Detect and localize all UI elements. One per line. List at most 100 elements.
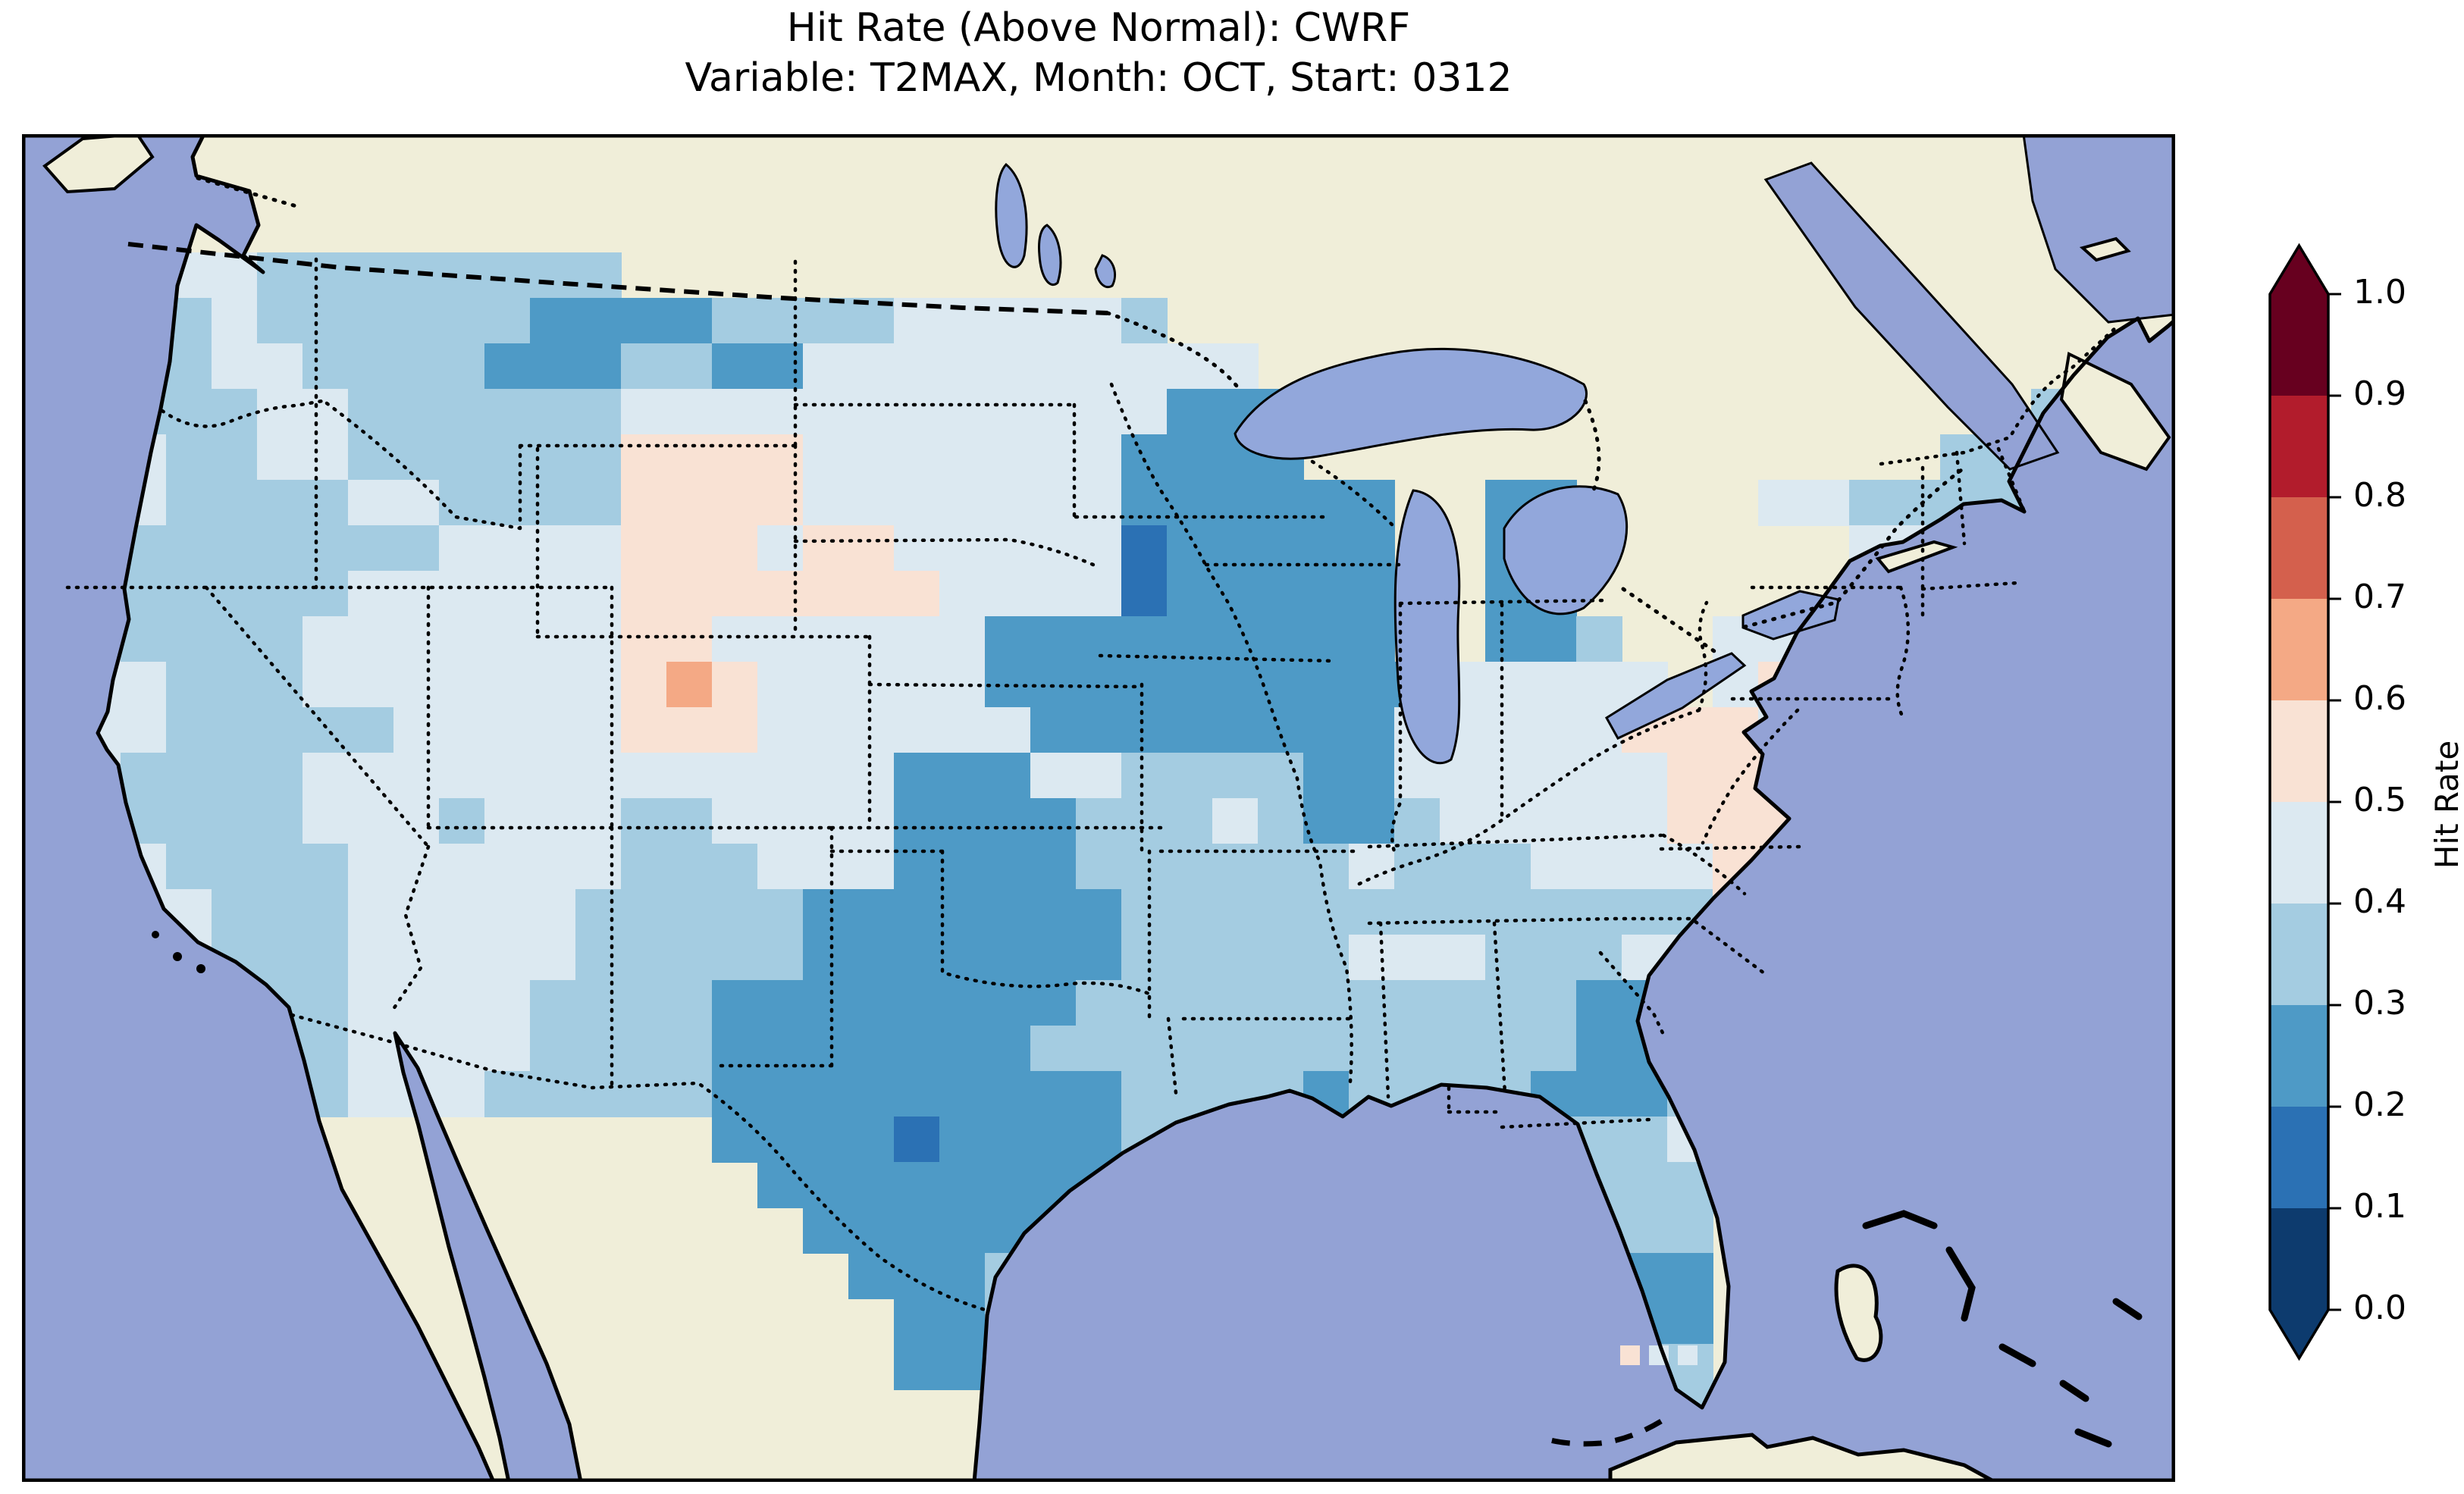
grid-cell bbox=[848, 389, 895, 435]
grid-cell bbox=[939, 1162, 986, 1208]
grid-cell bbox=[1167, 662, 1213, 708]
grid-cell bbox=[575, 980, 622, 1026]
grid-cell bbox=[1030, 434, 1077, 481]
grid-cell bbox=[939, 480, 986, 526]
grid-cell bbox=[1030, 844, 1077, 890]
grid-cell bbox=[393, 889, 440, 935]
grid-cell bbox=[257, 798, 303, 844]
grid-cell bbox=[212, 616, 258, 662]
grid-cell bbox=[1076, 707, 1122, 753]
grid-cell bbox=[1622, 1162, 1668, 1208]
grid-cell bbox=[939, 889, 986, 935]
grid-cell bbox=[393, 434, 440, 481]
grid-cell bbox=[848, 1253, 895, 1299]
grid-cell bbox=[803, 525, 849, 572]
grid-cell bbox=[348, 889, 394, 935]
grid-cell bbox=[1349, 889, 1395, 935]
grid-cell bbox=[939, 1026, 986, 1072]
grid-cell bbox=[1804, 480, 1850, 526]
grid-cell bbox=[166, 616, 212, 662]
grid-cell bbox=[166, 844, 212, 890]
grid-cell bbox=[575, 571, 622, 617]
colorbar-segment bbox=[2270, 396, 2328, 497]
grid-cell bbox=[1349, 980, 1395, 1026]
grid-cell bbox=[439, 343, 485, 390]
grid-cell bbox=[621, 662, 667, 708]
grid-cell bbox=[166, 389, 212, 435]
grid-cell bbox=[1713, 798, 1759, 844]
grid-cell bbox=[985, 753, 1031, 799]
grid-cell bbox=[1030, 707, 1077, 753]
grid-cell bbox=[348, 1071, 394, 1117]
grid-cell bbox=[666, 935, 713, 981]
grid-cell bbox=[1303, 889, 1350, 935]
grid-cell bbox=[757, 844, 804, 890]
grid-cell bbox=[803, 480, 849, 526]
grid-cell bbox=[1167, 616, 1213, 662]
grid-cell bbox=[1121, 662, 1168, 708]
grid-cell bbox=[939, 1071, 986, 1117]
grid-cell bbox=[1440, 889, 1486, 935]
grid-cell bbox=[348, 571, 394, 617]
grid-cell bbox=[1076, 389, 1122, 435]
grid-cell bbox=[894, 1162, 940, 1208]
grid-cell bbox=[712, 525, 758, 572]
colorbar-tick-label: 0.0 bbox=[2353, 1289, 2406, 1327]
grid-cell bbox=[848, 525, 895, 572]
grid-cell bbox=[530, 343, 576, 390]
grid-cell bbox=[1030, 1026, 1077, 1072]
grid-cell bbox=[1576, 753, 1622, 799]
grid-cell bbox=[530, 662, 576, 708]
grid-cell bbox=[803, 1071, 849, 1117]
grid-cell bbox=[439, 707, 485, 753]
grid-cell bbox=[1485, 935, 1531, 981]
grid-cell bbox=[348, 662, 394, 708]
grid-cell bbox=[393, 571, 440, 617]
grid-cell bbox=[803, 298, 849, 344]
grid-cell bbox=[303, 343, 349, 390]
grid-cell bbox=[530, 753, 576, 799]
colorbar: 0.0 0.1 0.2 0.3 0.4 0.5 0.6 0.7 0.8 0.9 1.0 Hit Ra… bbox=[2248, 224, 2464, 1406]
grid-cell bbox=[894, 571, 940, 617]
grid-cell bbox=[1167, 1071, 1213, 1117]
grid-cell bbox=[1940, 434, 1986, 481]
grid-cell bbox=[1212, 571, 1259, 617]
grid-cell bbox=[621, 298, 667, 344]
grid-cell bbox=[803, 434, 849, 481]
grid-cell bbox=[712, 616, 758, 662]
grid-cell bbox=[1895, 480, 1941, 526]
grid-cell bbox=[1349, 1026, 1395, 1072]
grid-cell bbox=[1849, 480, 1895, 526]
grid-cell bbox=[621, 753, 667, 799]
grid-cell bbox=[348, 298, 394, 344]
colorbar-segment bbox=[2270, 700, 2328, 802]
lake-erie bbox=[1604, 652, 1747, 740]
grid-cell bbox=[166, 753, 212, 799]
grid-cell bbox=[1576, 889, 1622, 935]
grid-cell bbox=[1121, 707, 1168, 753]
colorbar-segment bbox=[2270, 1107, 2328, 1208]
grid-cell bbox=[985, 980, 1031, 1026]
grid-cell bbox=[439, 389, 485, 435]
grid-cell bbox=[575, 707, 622, 753]
isolated-grid-cell bbox=[1678, 1345, 1698, 1365]
grid-cell bbox=[575, 935, 622, 981]
grid-cell bbox=[894, 1253, 940, 1299]
grid-cell bbox=[348, 525, 394, 572]
grid-cell bbox=[712, 343, 758, 390]
grid-cell bbox=[939, 616, 986, 662]
grid-cell bbox=[848, 434, 895, 481]
grid-cell bbox=[1394, 798, 1440, 844]
grid-cell bbox=[257, 753, 303, 799]
grid-cell bbox=[803, 935, 849, 981]
colorbar-lower-arrow bbox=[2270, 1310, 2328, 1358]
grid-cell bbox=[894, 389, 940, 435]
grid-cell bbox=[1531, 935, 1577, 981]
colorbar-segment bbox=[2270, 294, 2328, 396]
grid-cell bbox=[757, 753, 804, 799]
grid-cell bbox=[1531, 616, 1577, 662]
colorbar-upper-arrow bbox=[2270, 246, 2328, 294]
grid-cell bbox=[1212, 889, 1259, 935]
grid-cell bbox=[393, 935, 440, 981]
colorbar-tick-label: 0.7 bbox=[2353, 578, 2406, 616]
